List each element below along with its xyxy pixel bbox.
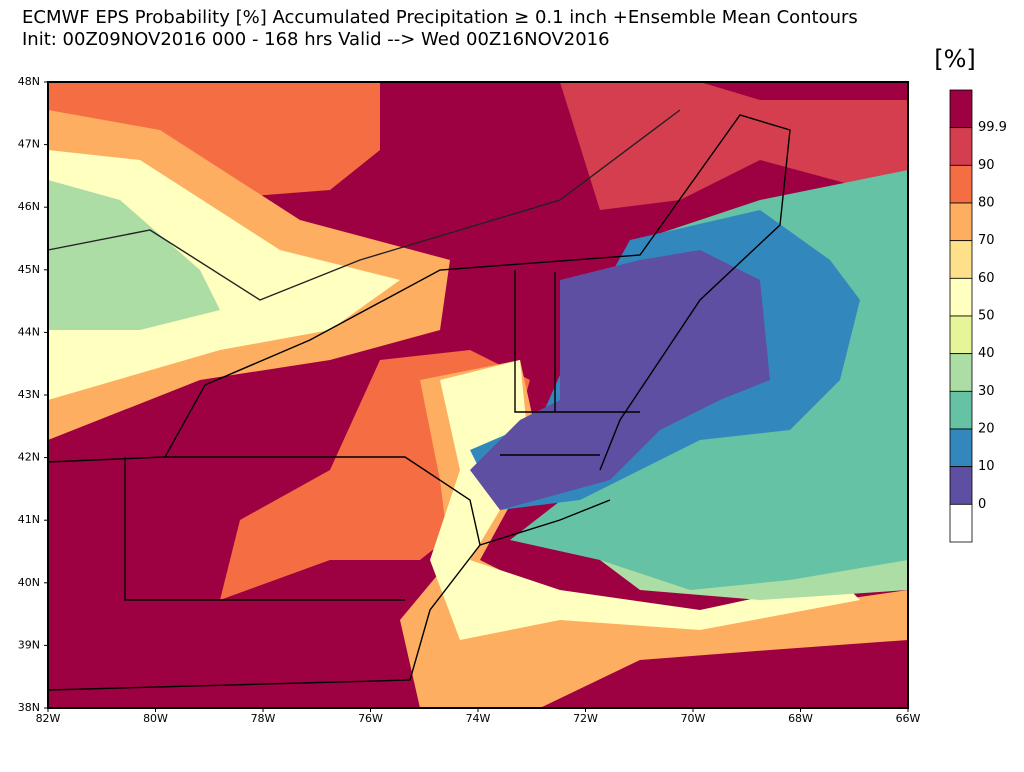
map-field <box>48 82 908 708</box>
precip-region <box>48 180 220 330</box>
colorbar-box <box>949 428 973 468</box>
colorbar-label: 90 <box>978 158 995 173</box>
lon-tick-label: 80W <box>143 712 168 725</box>
colorbar: 99.9 90 80 70 60 50 40 30 20 10 0 <box>949 89 1007 543</box>
lat-tick-label: 45N <box>18 263 40 276</box>
colorbar-box <box>949 315 973 355</box>
lon-tick-label: 74W <box>466 712 491 725</box>
colorbar-label: 50 <box>978 309 995 324</box>
lon-tick-label: 68W <box>788 712 813 725</box>
state-line <box>124 457 405 601</box>
border <box>47 109 681 301</box>
colorbar-label: 40 <box>978 346 995 361</box>
title: ECMWF EPS Probability [%] Accumulated Pr… <box>22 7 858 28</box>
boundaries <box>47 109 791 691</box>
lat-tick-label: 47N <box>18 138 40 151</box>
colorbar-label: 60 <box>978 271 995 286</box>
precip-region <box>470 250 770 510</box>
lat-tick-label: 43N <box>18 388 40 401</box>
precip-region <box>48 150 400 400</box>
colorbar-label: 20 <box>978 422 995 437</box>
subtitle: Init: 00Z09NOV2016 000 - 168 hrs Valid -… <box>22 29 610 50</box>
lat-tick-label: 46N <box>18 200 40 213</box>
colorbar-label: 80 <box>978 196 995 211</box>
colorbar-box <box>949 164 973 204</box>
precip-region <box>430 360 860 640</box>
colorbar-label: 10 <box>978 459 995 474</box>
lat-tick-label: 38N <box>18 701 40 714</box>
colorbar-box <box>949 277 973 317</box>
colorbar-unit: [%] <box>934 45 976 73</box>
coastline <box>479 499 611 546</box>
lat-tick-label: 42N <box>18 451 40 464</box>
colorbar-box <box>949 390 973 430</box>
lon-tick-label: 72W <box>573 712 598 725</box>
colorbar-box <box>949 466 973 505</box>
colorbar-box <box>949 127 973 166</box>
lon-tick-label: 76W <box>358 712 383 725</box>
lon-tick-label: 66W <box>896 712 921 725</box>
lat-tick-label: 40N <box>18 576 40 589</box>
precip-region <box>560 82 908 210</box>
colorbar-box <box>949 202 973 242</box>
lat-tick-label: 39N <box>18 638 40 651</box>
colorbar-label: 99.9 <box>978 120 1007 135</box>
colorbar-box <box>949 503 973 543</box>
colorbar-box <box>949 353 973 392</box>
coastline <box>47 114 791 471</box>
colorbar-label: 0 <box>978 497 986 512</box>
lon-tick-label: 70W <box>681 712 706 725</box>
lon-tick-label: 82W <box>36 712 61 725</box>
colorbar-box <box>949 240 973 279</box>
colorbar-label: 30 <box>978 384 995 399</box>
lat-tick-label: 48N <box>18 75 40 88</box>
colorbar-box <box>949 89 973 129</box>
lon-tick-label: 78W <box>251 712 276 725</box>
state-line <box>500 270 640 456</box>
lat-tick-label: 44N <box>18 325 40 338</box>
colorbar-label: 70 <box>978 233 995 248</box>
precip-region <box>48 82 380 200</box>
lat-tick-label: 41N <box>18 513 40 526</box>
